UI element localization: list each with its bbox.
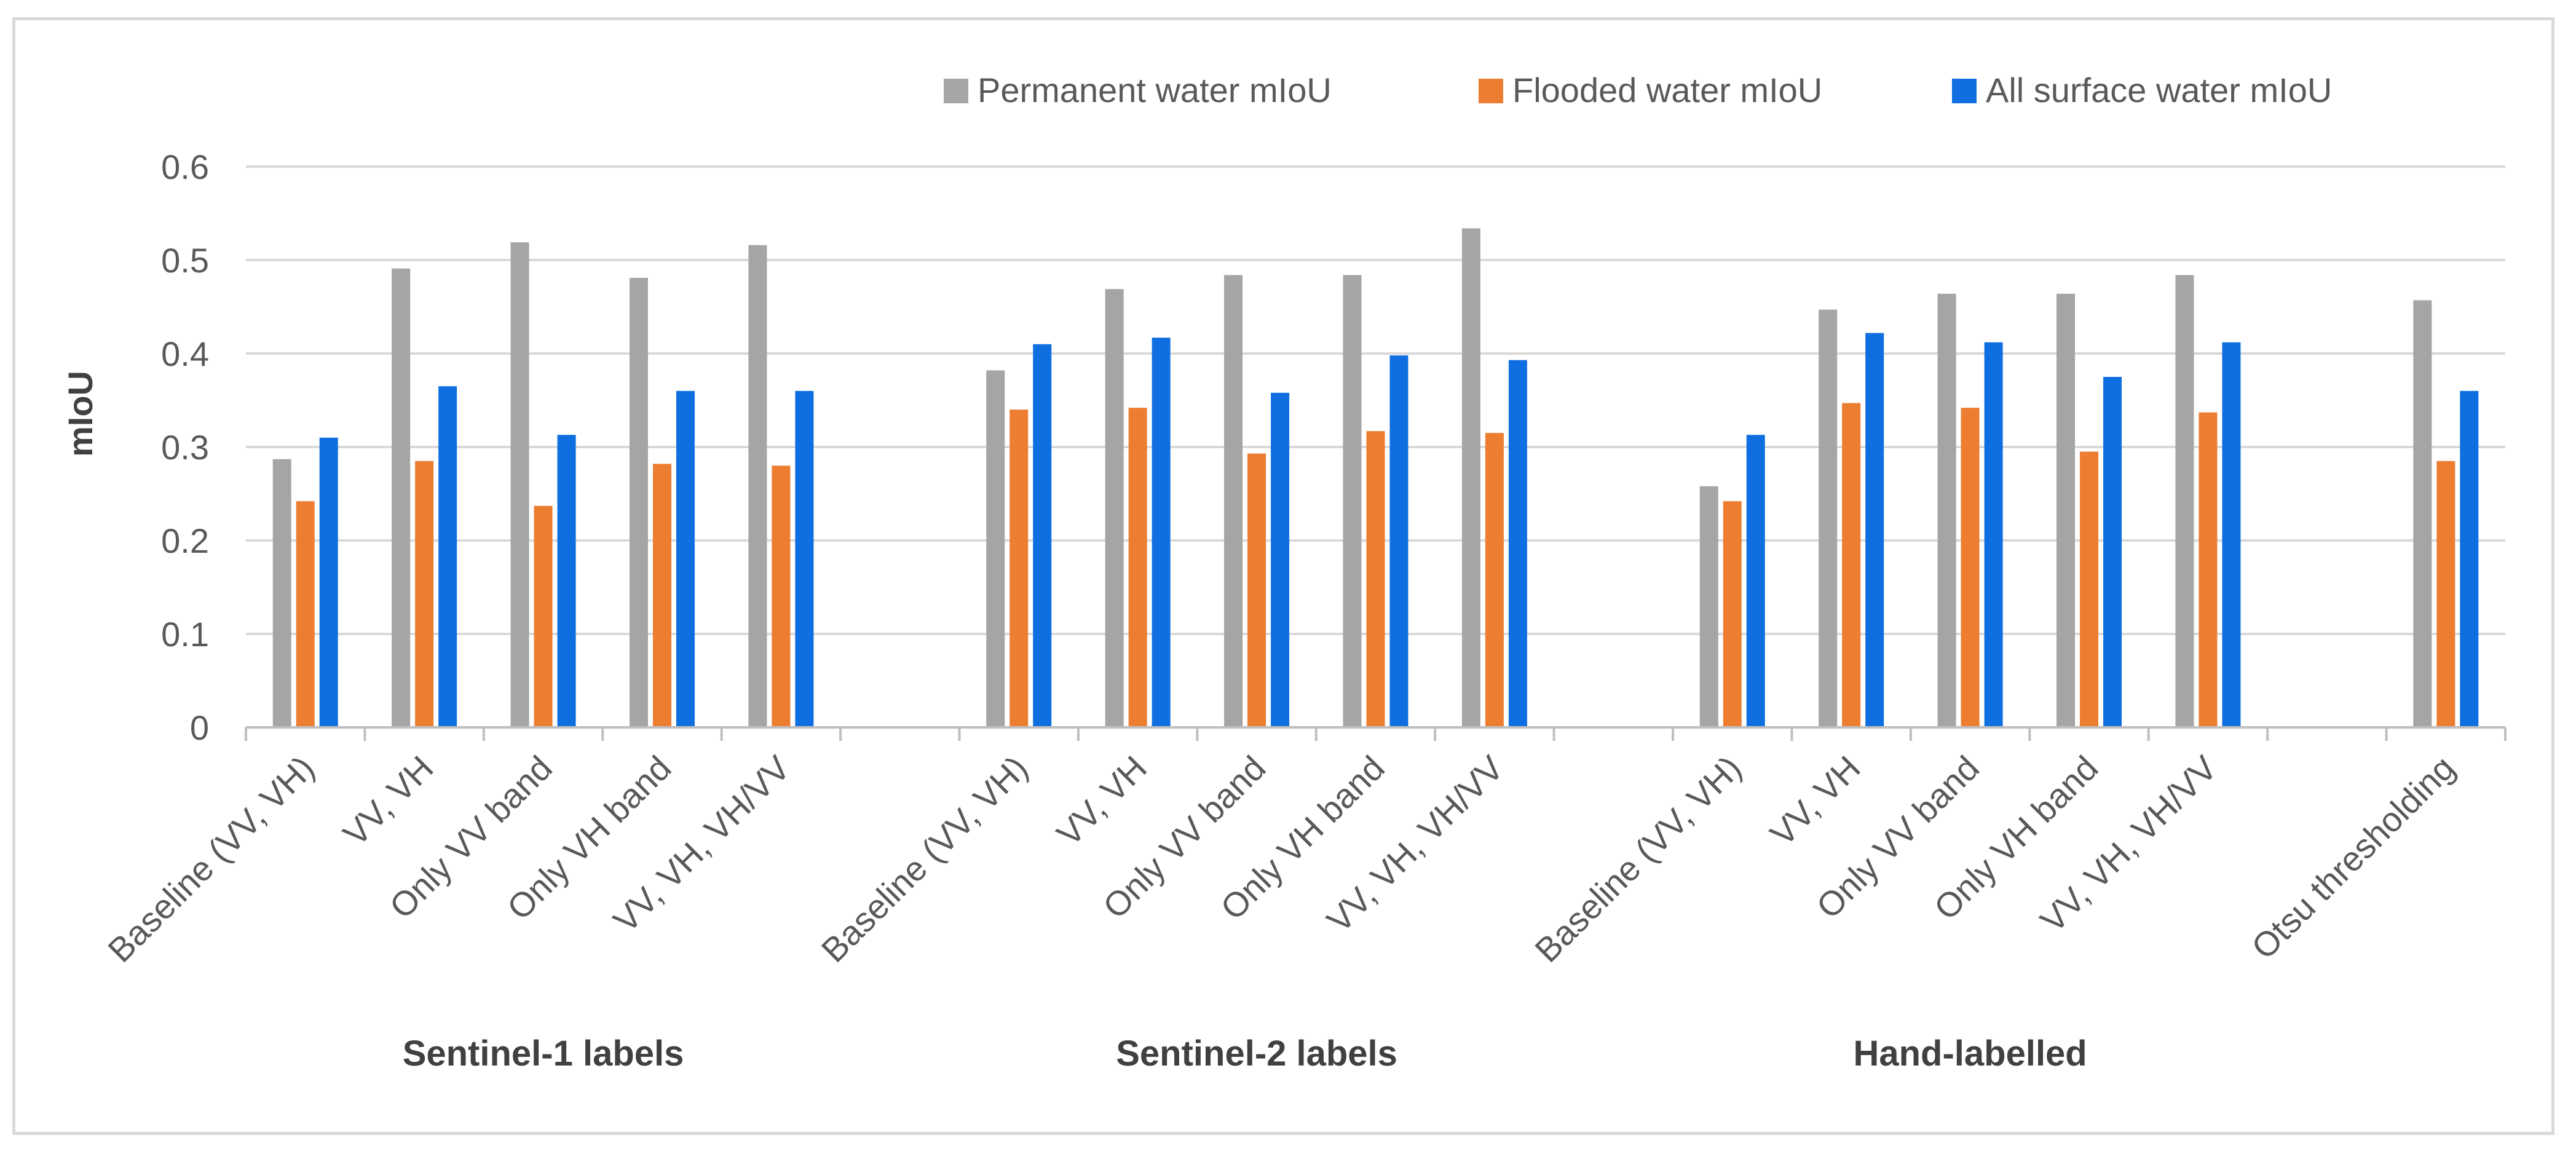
bar-all-surface-water-miou bbox=[1746, 435, 1765, 727]
bar-all-surface-water-miou bbox=[1865, 333, 1884, 727]
group-label: Sentinel-1 labels bbox=[403, 1034, 684, 1074]
bar-all-surface-water-miou bbox=[319, 437, 338, 727]
bar-permanent-water-miou bbox=[748, 245, 767, 727]
legend-entry: Permanent water mIoU bbox=[978, 71, 1332, 109]
bar-flooded-water-miou bbox=[2436, 461, 2455, 727]
bar-flooded-water-miou bbox=[1128, 408, 1147, 727]
bar-flooded-water-miou bbox=[652, 464, 671, 727]
x-tick-label: VV, VH bbox=[1763, 748, 1868, 853]
bar-permanent-water-miou bbox=[510, 242, 529, 727]
bar-all-surface-water-miou bbox=[676, 390, 695, 727]
x-tick-label: Baseline (VV, VH) bbox=[814, 748, 1035, 970]
y-tick-label: 0 bbox=[190, 708, 209, 747]
bar-flooded-water-miou bbox=[415, 461, 434, 727]
y-tick-label: 0.3 bbox=[161, 428, 209, 467]
bar-all-surface-water-miou bbox=[2222, 342, 2241, 727]
bar-permanent-water-miou bbox=[2413, 300, 2432, 727]
bar-chart: 00.10.20.30.40.50.6 Baseline (VV, VH) VV,… bbox=[61, 71, 2507, 1074]
bar-permanent-water-miou bbox=[1224, 275, 1243, 727]
bar-all-surface-water-miou bbox=[795, 390, 814, 727]
bar-flooded-water-miou bbox=[296, 501, 315, 727]
bar-all-surface-water-miou bbox=[1389, 355, 1409, 727]
bar-flooded-water-miou bbox=[534, 505, 553, 727]
bar-all-surface-water-miou bbox=[1033, 344, 1052, 727]
bar-permanent-water-miou bbox=[986, 370, 1005, 727]
bar-permanent-water-miou bbox=[392, 268, 411, 727]
bar-permanent-water-miou bbox=[629, 277, 648, 727]
x-axis bbox=[245, 726, 2507, 741]
bar-flooded-water-miou bbox=[1842, 403, 1861, 727]
y-tick-label: 0.5 bbox=[161, 241, 209, 280]
x-tick-label: Baseline (VV, VH) bbox=[100, 748, 322, 970]
legend-entry: All surface water mIoU bbox=[1986, 71, 2332, 109]
bar-flooded-water-miou bbox=[2199, 412, 2218, 727]
bar-all-surface-water-miou bbox=[1271, 392, 1290, 727]
x-tick-label: Baseline (VV, VH) bbox=[1527, 748, 1748, 970]
bar-flooded-water-miou bbox=[1961, 408, 1980, 727]
y-tick-label: 0.1 bbox=[161, 615, 209, 654]
y-tick-label: 0.6 bbox=[161, 148, 209, 186]
bar-permanent-water-miou bbox=[2175, 275, 2194, 727]
chart-frame: 0 0.1 0.2 0.3 0.4 0.5 0.6 Baseline (VV, VH) VV,… bbox=[12, 17, 2554, 1135]
x-tick-label: VV, VH bbox=[336, 748, 441, 853]
bar-permanent-water-miou bbox=[1105, 289, 1124, 727]
legend-entry: Flooded water mIoU bbox=[1512, 71, 1822, 109]
bar-flooded-water-miou bbox=[1366, 431, 1385, 727]
bar-flooded-water-miou bbox=[772, 465, 791, 727]
bar-permanent-water-miou bbox=[2056, 293, 2076, 728]
legend-swatch bbox=[944, 79, 968, 103]
group-labels: Sentinel-1 labels Sentinel-2 labels Hand-l… bbox=[403, 1034, 2087, 1074]
bar-flooded-water-miou bbox=[1723, 501, 1742, 727]
bar-permanent-water-miou bbox=[1819, 309, 1838, 727]
bar-all-surface-water-miou bbox=[557, 435, 576, 727]
x-tick-label: Otsu thresholding bbox=[2244, 748, 2462, 967]
bar-all-surface-water-miou bbox=[1508, 360, 1527, 727]
bar-permanent-water-miou bbox=[1461, 228, 1480, 727]
bar-all-surface-water-miou bbox=[2460, 390, 2479, 727]
bar-permanent-water-miou bbox=[1343, 275, 1362, 727]
bar-flooded-water-miou bbox=[1485, 433, 1504, 727]
bar-flooded-water-miou bbox=[1009, 409, 1029, 727]
bar-all-surface-water-miou bbox=[438, 386, 457, 727]
legend: Permanent water mIoU Flooded water mIoU Al… bbox=[944, 71, 2332, 109]
bar-all-surface-water-miou bbox=[2103, 377, 2122, 727]
bar-all-surface-water-miou bbox=[1152, 338, 1171, 727]
bar-permanent-water-miou bbox=[1699, 486, 1718, 727]
bar-flooded-water-miou bbox=[1247, 453, 1266, 727]
y-axis-ticks: 0 0.1 0.2 0.3 0.4 0.5 0.6 bbox=[161, 148, 209, 747]
y-tick-label: 0.2 bbox=[161, 521, 209, 560]
y-axis-title: mIoU bbox=[61, 371, 100, 457]
y-tick-label: 0.4 bbox=[161, 334, 209, 373]
legend-swatch bbox=[1952, 79, 1977, 103]
bar-permanent-water-miou bbox=[272, 459, 291, 727]
bar-permanent-water-miou bbox=[1937, 293, 1956, 728]
bar-flooded-water-miou bbox=[2080, 451, 2099, 727]
group-label: Sentinel-2 labels bbox=[1116, 1034, 1397, 1074]
legend-swatch bbox=[1479, 79, 1503, 103]
x-tick-label: VV, VH bbox=[1049, 748, 1154, 853]
group-label: Hand-labelled bbox=[1853, 1034, 2087, 1074]
bars bbox=[272, 228, 2479, 728]
bar-all-surface-water-miou bbox=[1984, 342, 2003, 727]
